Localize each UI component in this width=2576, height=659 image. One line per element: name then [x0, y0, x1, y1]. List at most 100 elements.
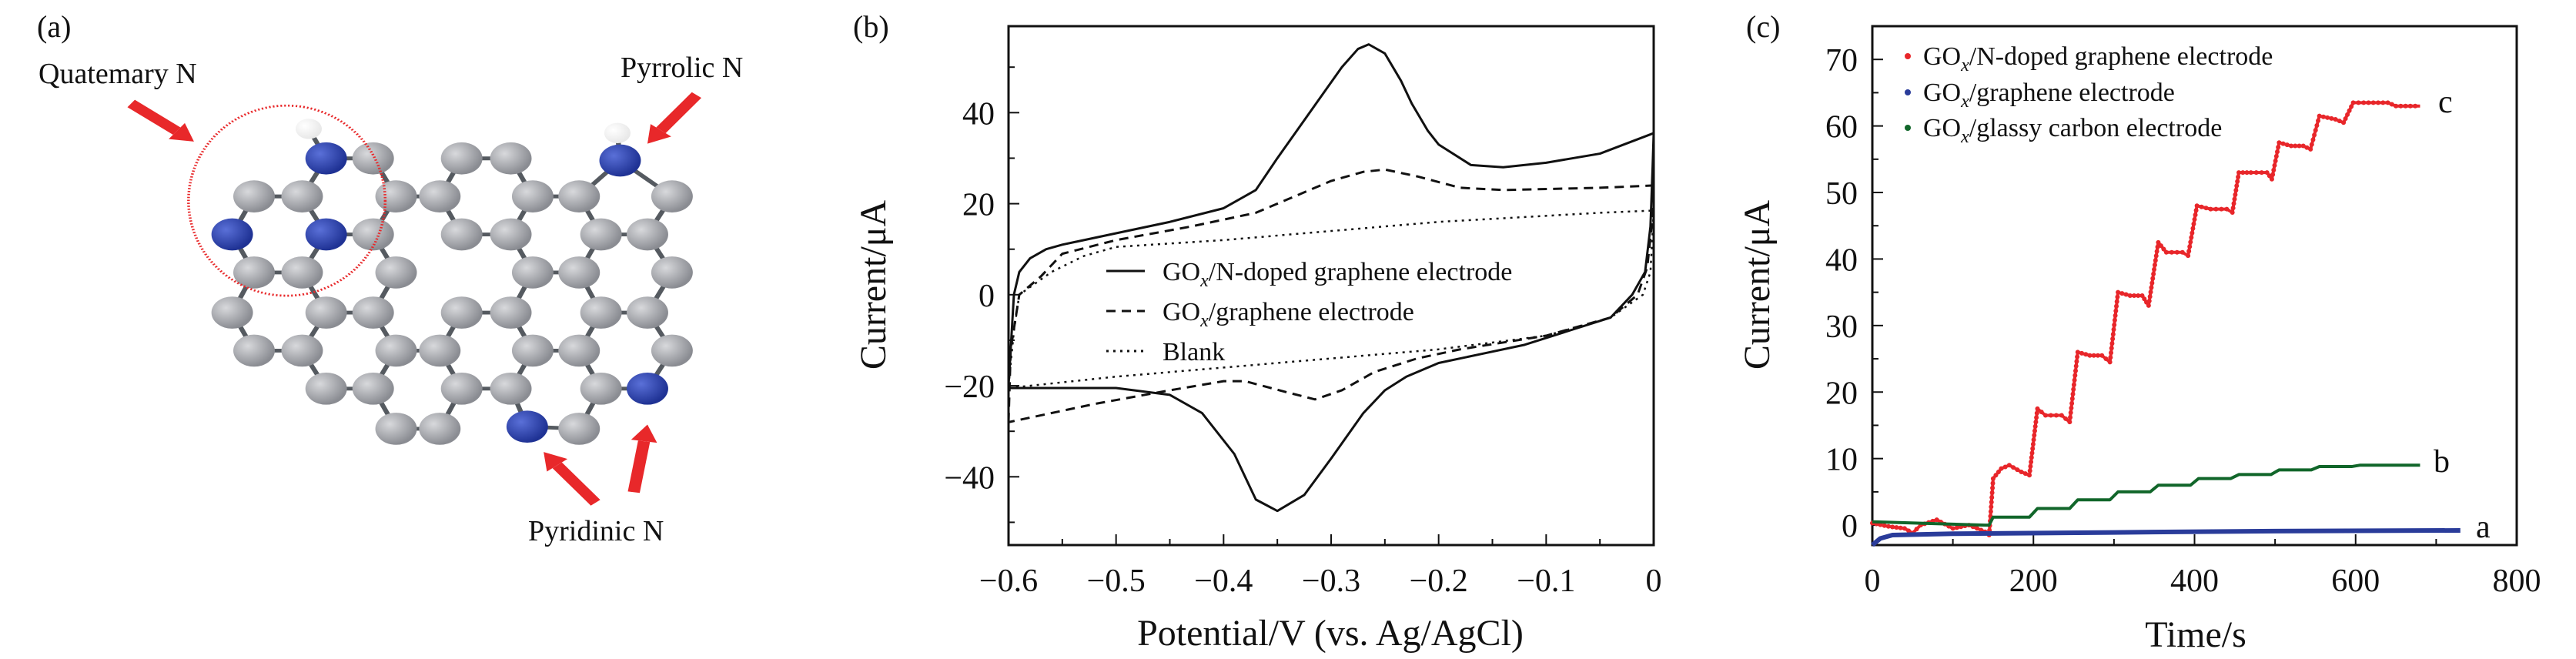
y-tick-label: −20 — [944, 370, 995, 405]
data-point — [2069, 405, 2074, 410]
carbon-atom — [651, 334, 693, 367]
data-point — [2028, 463, 2033, 469]
data-point — [2074, 359, 2079, 364]
data-point — [2186, 253, 2191, 259]
data-point — [2389, 102, 2394, 107]
curve-end-label: a — [2476, 510, 2491, 545]
data-point — [2063, 416, 2069, 421]
data-point — [2230, 209, 2235, 215]
data-point — [2136, 293, 2141, 298]
data-point — [2146, 299, 2152, 304]
pyridinic-arrow-1-icon — [544, 452, 601, 506]
quaternary-arrow-icon — [127, 99, 194, 142]
y-tick-label: 40 — [1825, 243, 1858, 278]
y-axis-title: Current/μA — [1737, 199, 1778, 370]
data-point — [2011, 465, 2016, 470]
data-point — [2113, 308, 2119, 313]
y-tick-label: 20 — [962, 188, 995, 223]
data-point — [2029, 459, 2034, 464]
carbon-atom — [558, 180, 601, 213]
data-point — [2113, 313, 2118, 318]
curve-end-label: c — [2438, 85, 2453, 120]
data-point — [2385, 100, 2390, 105]
carbon-atom — [440, 218, 483, 251]
data-point — [1885, 524, 1891, 529]
data-point — [1975, 526, 1980, 531]
series-c — [1870, 100, 2420, 538]
data-point — [1989, 495, 1995, 500]
carbon-atom — [375, 180, 417, 213]
hydrogen-atom — [604, 122, 631, 144]
carbon-atom — [440, 142, 483, 175]
carbon-atom — [281, 180, 323, 213]
data-point — [2309, 142, 2314, 147]
panel-a: (a) Quatemary N Pyrrolic N Pyridinic N — [37, 9, 743, 547]
data-point — [2139, 293, 2145, 298]
cv-curve-dotted — [1007, 209, 1655, 390]
data-point — [2192, 216, 2197, 222]
data-point — [2048, 413, 2053, 418]
data-point — [2193, 212, 2198, 218]
carbon-atom — [580, 372, 622, 405]
carbon-atom — [352, 142, 394, 175]
x-tick-label: 0 — [1646, 564, 1662, 599]
data-point — [2190, 226, 2196, 231]
data-point — [2103, 356, 2109, 362]
data-point — [2071, 386, 2076, 392]
carbon-atom — [375, 413, 417, 445]
data-point — [2073, 363, 2079, 369]
data-point — [1898, 525, 1903, 530]
data-point — [2027, 468, 2032, 473]
x-tick-label: −0.5 — [1087, 564, 1146, 599]
data-point — [2284, 142, 2290, 148]
x-tick-label: 0 — [1865, 564, 1881, 599]
data-point — [2253, 170, 2259, 176]
data-point — [2107, 360, 2113, 365]
data-point — [2337, 119, 2342, 124]
data-point — [2271, 167, 2277, 172]
data-point — [2300, 143, 2306, 149]
data-point — [2272, 162, 2277, 168]
data-point — [2142, 296, 2147, 302]
carbon-atom — [627, 296, 668, 329]
data-point — [1950, 526, 1955, 531]
y-tick-label: 50 — [1825, 176, 1858, 212]
data-point — [2153, 258, 2158, 263]
pyridinic-n-label: Pyridinic N — [528, 515, 664, 547]
data-point — [1990, 476, 1996, 481]
data-point — [2313, 128, 2318, 133]
legend-marker — [1905, 125, 1911, 131]
data-point — [2156, 239, 2161, 245]
y-tick-label: 10 — [1825, 443, 1858, 478]
data-point — [2203, 206, 2209, 211]
data-point — [2174, 249, 2180, 255]
data-point — [2231, 201, 2236, 206]
data-point — [2075, 350, 2080, 355]
carbon-atom — [651, 180, 693, 213]
data-point — [2006, 463, 2012, 468]
carbon-atom — [490, 218, 532, 251]
data-point — [2248, 170, 2253, 176]
data-point — [2314, 122, 2320, 128]
data-point — [2099, 353, 2105, 358]
data-point — [2312, 132, 2317, 138]
data-point — [1906, 528, 1912, 534]
x-tick-label: −0.1 — [1517, 564, 1575, 599]
carbon-atom — [352, 218, 394, 251]
carbon-atom — [281, 334, 323, 367]
data-point — [1878, 522, 1883, 527]
data-point — [2169, 249, 2174, 255]
carbon-atom — [440, 372, 483, 405]
legend-label-rest: /graphene electrode — [1969, 79, 2175, 107]
data-point — [2091, 353, 2096, 358]
data-point — [2219, 206, 2224, 212]
carbon-atom — [305, 372, 347, 405]
legend-label: GOx/N-doped graphene electrode — [1163, 258, 1512, 291]
series-b — [1872, 463, 2420, 527]
data-point — [1993, 473, 1999, 478]
x-tick-label: −0.3 — [1302, 564, 1360, 599]
data-point — [2147, 294, 2153, 299]
data-point — [2150, 276, 2156, 281]
data-point — [2333, 116, 2338, 122]
legend-label-main: GO — [1923, 42, 1961, 71]
